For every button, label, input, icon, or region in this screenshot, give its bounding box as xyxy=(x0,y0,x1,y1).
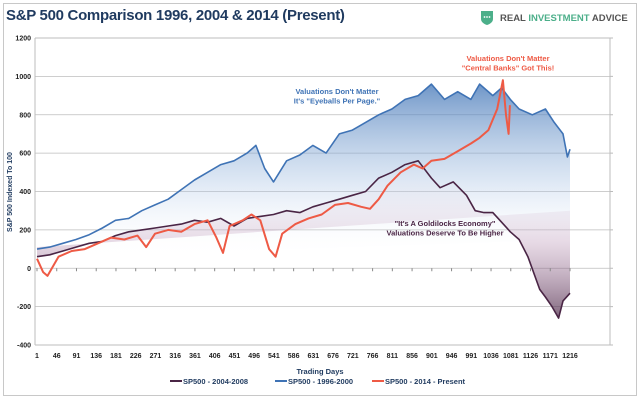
x-tick-label: 91 xyxy=(73,353,81,360)
x-tick-label: 631 xyxy=(308,353,320,360)
x-tick-label: 1 xyxy=(35,353,39,360)
annotation-text: Valuations Deserve To Be Higher xyxy=(387,229,504,238)
x-tick-label: 991 xyxy=(465,353,477,360)
shield-icon xyxy=(481,11,493,25)
x-tick-label: 901 xyxy=(426,353,438,360)
x-tick-label: 46 xyxy=(53,353,61,360)
legend-label: SP500 - 2014 - Present xyxy=(385,377,466,386)
x-tick-label: 1126 xyxy=(523,353,538,360)
annotation-text: Valuations Don't Matter xyxy=(466,54,549,63)
y-tick-label: 400 xyxy=(19,189,31,196)
legend-label: SP500 - 2004-2008 xyxy=(183,377,248,386)
y-tick-label: 0 xyxy=(27,266,31,273)
area-2004-2008 xyxy=(37,160,570,319)
x-tick-label: 856 xyxy=(406,353,418,360)
x-tick-label: 496 xyxy=(248,353,260,360)
x-tick-label: 541 xyxy=(268,353,280,360)
x-tick-label: 676 xyxy=(327,353,339,360)
x-tick-label: 1216 xyxy=(562,353,578,360)
legend-label: SP500 - 1996-2000 xyxy=(288,377,353,386)
y-tick-label: 800 xyxy=(19,112,31,119)
y-tick-label: 200 xyxy=(19,227,31,234)
x-tick-label: 721 xyxy=(347,353,359,360)
line-2014-present xyxy=(36,79,511,277)
x-tick-label: 811 xyxy=(387,353,398,360)
y-tick-label: -200 xyxy=(17,304,31,311)
x-tick-label: 586 xyxy=(288,353,300,360)
x-tick-label: 1036 xyxy=(483,353,499,360)
annotation-text: It's "Eyeballs Per Page." xyxy=(294,97,381,106)
line-2004-2008 xyxy=(36,160,571,319)
annotation-text: Valuations Don't Matter xyxy=(295,87,378,96)
x-tick-label: 946 xyxy=(446,353,458,360)
x-tick-label: 1171 xyxy=(543,353,558,360)
chart-title: S&P 500 Comparison 1996, 2004 & 2014 (Pr… xyxy=(6,7,345,24)
x-axis-label: Trading Days xyxy=(296,367,343,376)
x-tick-label: 406 xyxy=(209,353,221,360)
x-tick-label: 361 xyxy=(189,353,201,360)
y-axis-label: S&P 500 Indexed To 100 xyxy=(7,152,14,232)
x-tick-label: 136 xyxy=(90,353,102,360)
y-tick-label: 600 xyxy=(19,151,31,158)
annotation-text: "It's A Goldilocks Economy" xyxy=(395,219,496,228)
x-tick-label: 451 xyxy=(229,353,241,360)
x-tick-label: 316 xyxy=(169,353,181,360)
logo: REAL INVESTMENT ADVICE xyxy=(480,10,628,26)
line-1996-2000 xyxy=(36,83,571,250)
y-tick-label: -400 xyxy=(17,343,31,350)
y-tick-label: 1000 xyxy=(15,74,31,81)
logo-text: REAL INVESTMENT ADVICE xyxy=(500,12,628,24)
x-tick-label: 1081 xyxy=(503,353,519,360)
annotation-text: "Central Banks" Got This! xyxy=(462,64,555,73)
x-tick-label: 271 xyxy=(150,353,162,360)
x-tick-label: 766 xyxy=(367,353,379,360)
x-tick-label: 226 xyxy=(130,353,142,360)
x-tick-label: 181 xyxy=(110,353,122,360)
y-tick-label: 1200 xyxy=(15,36,31,43)
